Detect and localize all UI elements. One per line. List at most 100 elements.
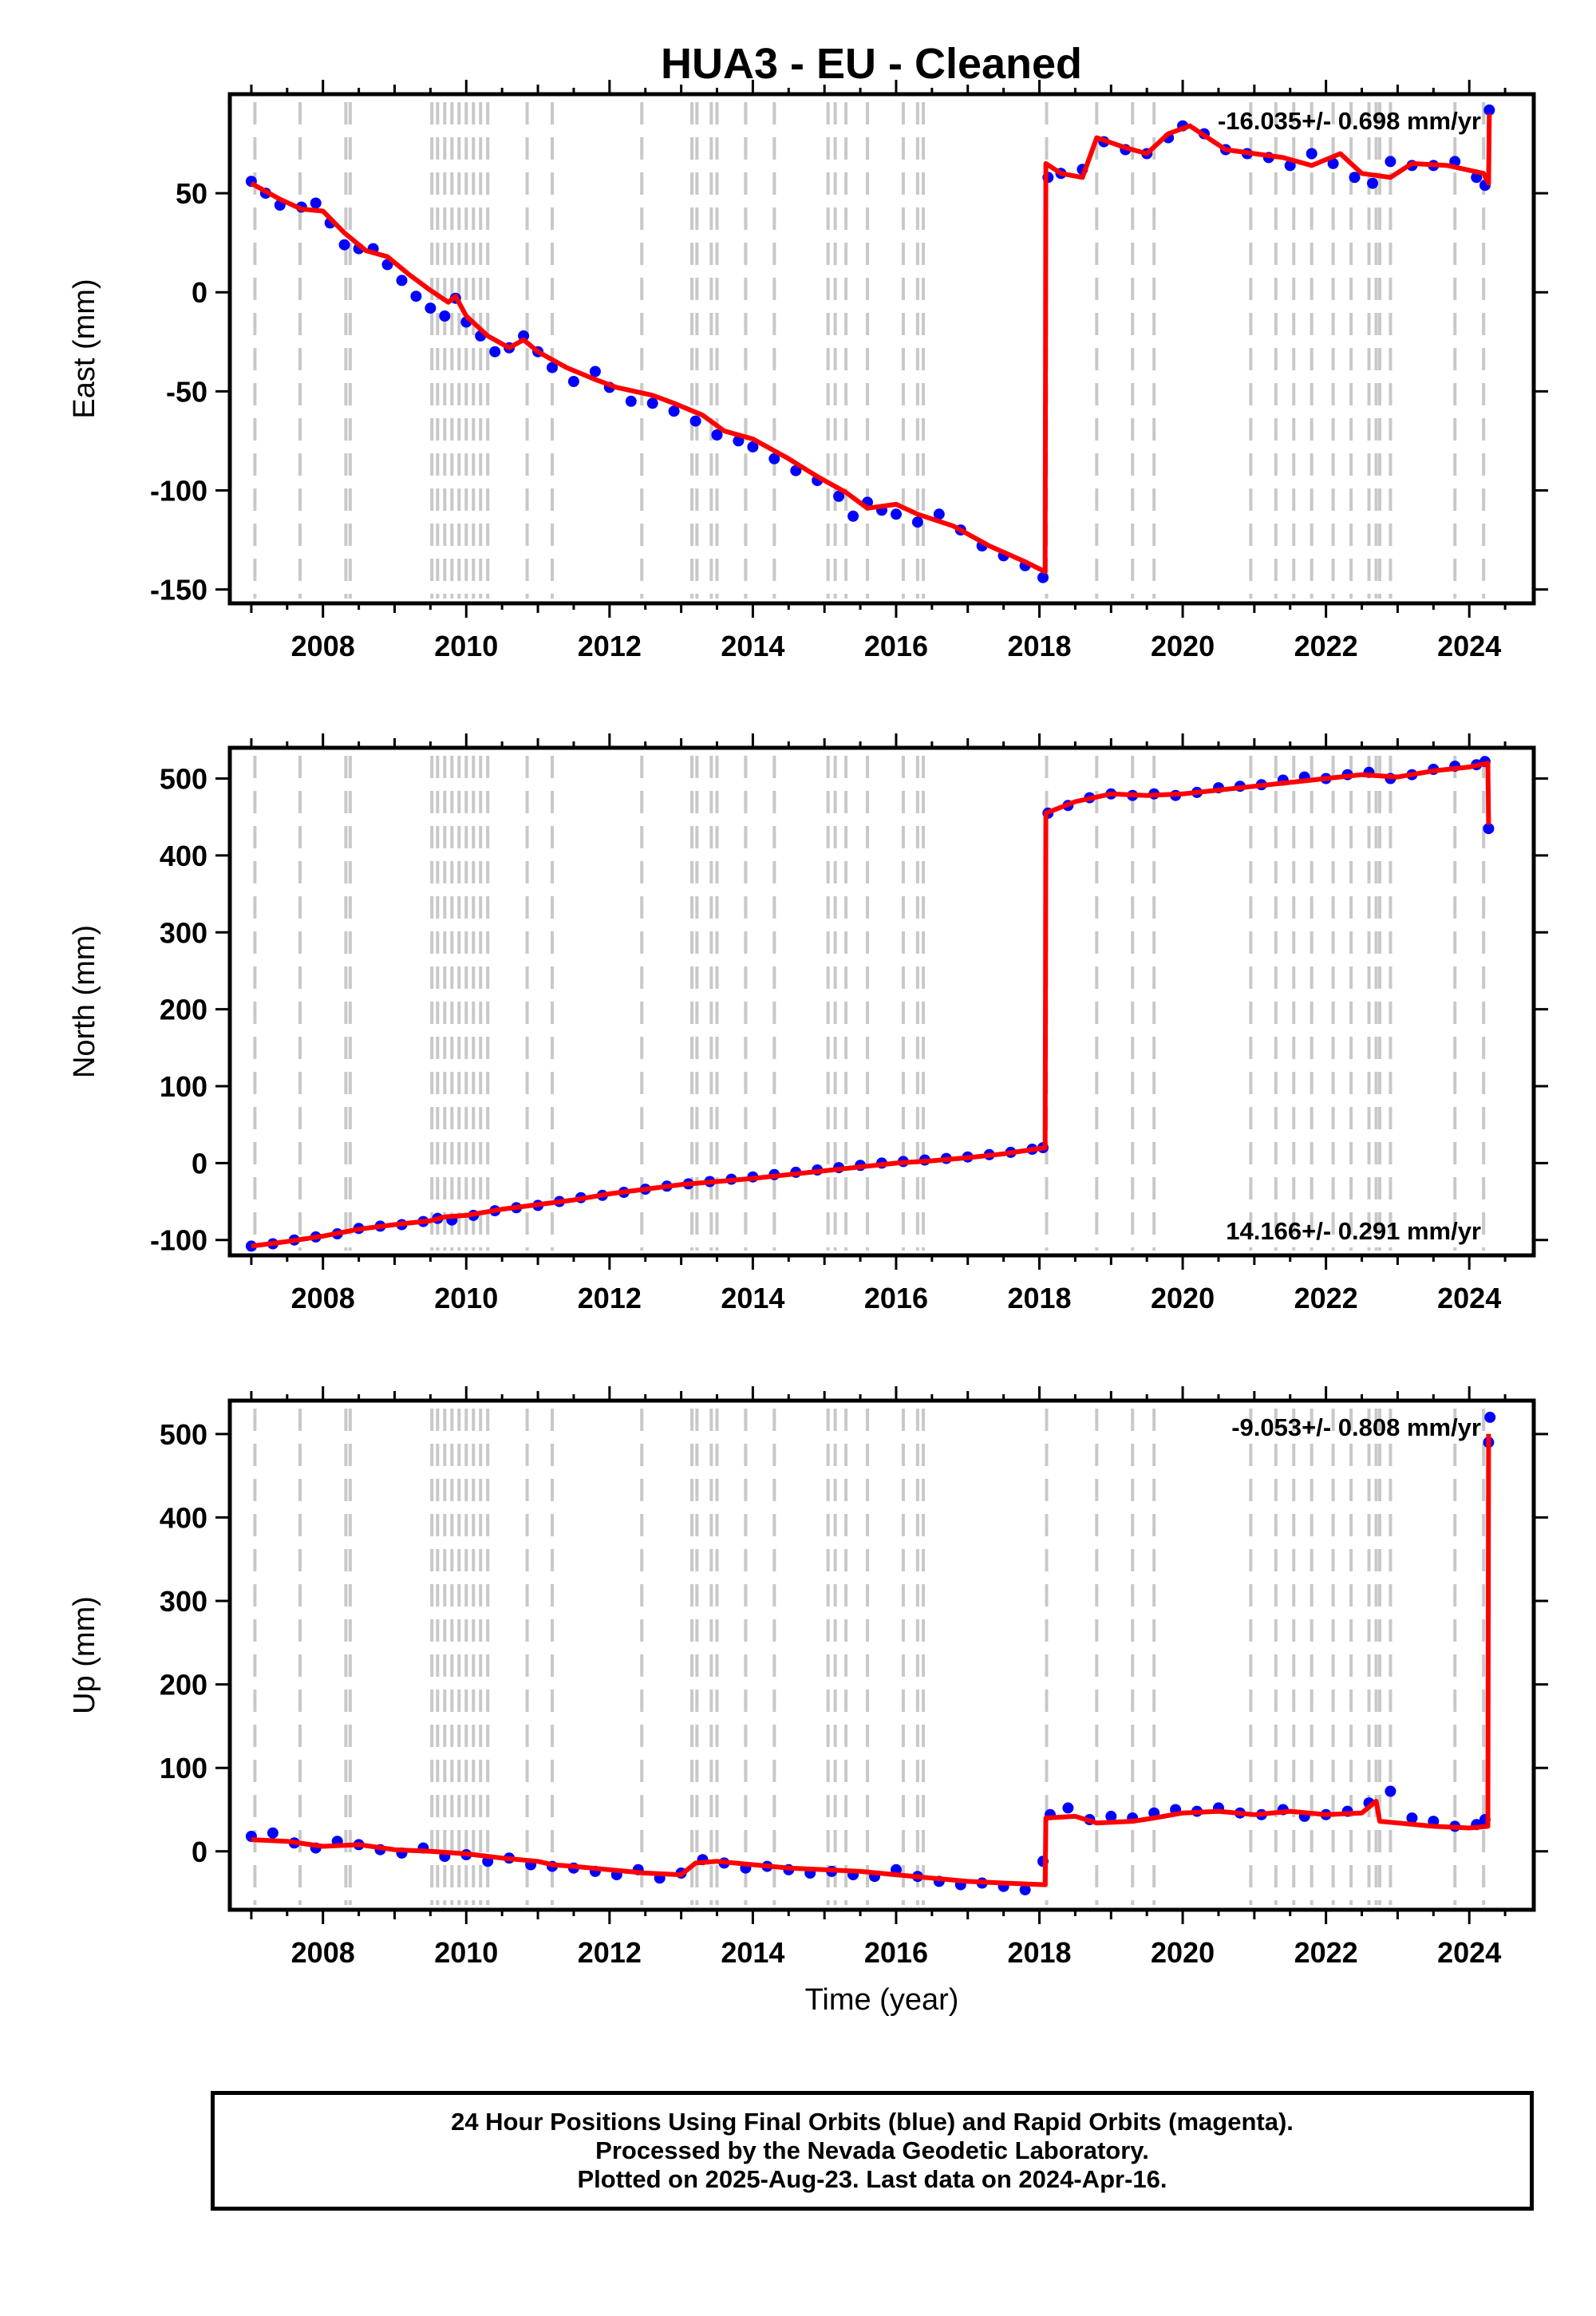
velocity-annotation-east: -16.035+/- 0.698 mm/yr — [1218, 107, 1481, 135]
panel-north: -100 0 100 200 300 400 500 2008 2010 2012 2014 2016… — [68, 733, 1548, 1314]
y-tick-label-north: 200 — [160, 994, 207, 1026]
x-tick-label-north: 2008 — [291, 1282, 355, 1314]
x-tick-label-north: 2016 — [864, 1282, 928, 1314]
model-line-up — [251, 1433, 1491, 1887]
data-point-up — [1019, 1883, 1031, 1895]
data-point-east — [790, 464, 802, 476]
x-tick-label-up: 2010 — [434, 1936, 498, 1969]
x-tick-label-up: 2022 — [1294, 1936, 1358, 1969]
x-tick-label-east: 2022 — [1294, 630, 1358, 662]
x-tick-label-up: 2012 — [578, 1936, 642, 1969]
data-point-east — [689, 415, 701, 427]
data-point-east — [668, 405, 680, 417]
x-tick-label-north: 2024 — [1437, 1282, 1501, 1314]
y-tick-label-up: 100 — [160, 1752, 207, 1784]
data-point-east — [847, 510, 859, 522]
x-tick-label-up: 2024 — [1437, 1936, 1501, 1969]
x-tick-label-north: 2018 — [1007, 1282, 1071, 1314]
data-point-east — [747, 441, 759, 453]
x-tick-label-north: 2010 — [434, 1282, 498, 1314]
x-tick-label-north: 2012 — [578, 1282, 642, 1314]
panel-up: 0 100 200 300 400 500 2008 2010 2012 2014 2016 2018… — [68, 1386, 1548, 2017]
y-tick-label-east: -150 — [150, 574, 207, 607]
data-point-up — [1484, 1411, 1496, 1423]
data-point-east — [589, 366, 601, 377]
x-tick-label-up: 2014 — [721, 1936, 784, 1969]
data-point-east — [833, 490, 845, 502]
y-axis-label-north: North (mm) — [68, 925, 101, 1078]
x-tick-label-east: 2012 — [578, 630, 642, 662]
model-line-north — [251, 761, 1491, 1249]
data-point-up — [1385, 1785, 1396, 1797]
x-tick-label-east: 2010 — [434, 630, 498, 662]
x-tick-label-east: 2014 — [721, 630, 784, 662]
y-axis-label-up: Up (mm) — [68, 1596, 101, 1714]
x-tick-label-up: 2020 — [1151, 1936, 1215, 1969]
y-tick-label-up: 500 — [160, 1418, 207, 1451]
data-point-east — [338, 239, 350, 251]
data-point-east — [768, 453, 780, 464]
model-line-east — [250, 113, 1492, 575]
data-point-east — [891, 508, 902, 520]
data-point-east — [547, 362, 558, 373]
y-tick-label-north: 300 — [160, 916, 207, 949]
y-tick-label-east: 50 — [176, 177, 207, 210]
x-tick-label-north: 2020 — [1151, 1282, 1215, 1314]
data-point-east — [1037, 571, 1049, 583]
y-tick-label-up: 400 — [160, 1501, 207, 1534]
data-point-north — [1483, 823, 1495, 835]
velocity-annotation-up: -9.053+/- 0.808 mm/yr — [1231, 1413, 1481, 1441]
y-tick-label-east: -100 — [150, 474, 207, 507]
footer-box: 24 Hour Positions Using Final Orbits (bl… — [211, 2091, 1534, 2211]
x-tick-label-east: 2024 — [1437, 630, 1501, 662]
x-tick-label-up: 2008 — [291, 1936, 355, 1969]
y-tick-label-up: 300 — [160, 1585, 207, 1618]
plot-frame-up — [227, 1398, 1536, 1912]
x-tick-label-east: 2020 — [1151, 630, 1215, 662]
data-point-east — [625, 395, 637, 407]
y-axis-label-east: East (mm) — [68, 279, 101, 418]
x-tick-label-east: 2016 — [864, 630, 928, 662]
panel-east: -150 -100 -50 0 50 2008 2010 2012 2014 2016 2018 20… — [68, 80, 1548, 662]
data-point-up — [267, 1827, 279, 1839]
x-tick-label-up: 2016 — [864, 1936, 928, 1969]
x-tick-label-east: 2008 — [291, 630, 355, 662]
data-point-east — [711, 429, 723, 441]
data-point-east — [567, 376, 579, 387]
velocity-annotation-north: 14.166+/- 0.291 mm/yr — [1226, 1217, 1481, 1245]
data-point-east — [1349, 172, 1361, 184]
data-point-up — [1406, 1812, 1418, 1824]
page-title: HUA3 - EU - Cleaned — [661, 40, 1082, 88]
data-point-east — [439, 310, 451, 322]
y-tick-label-north: 0 — [192, 1147, 207, 1180]
data-point-east — [911, 516, 923, 528]
plot-frame-north — [227, 745, 1536, 1258]
data-point-up — [1062, 1802, 1074, 1814]
y-tick-label-east: 0 — [192, 276, 207, 309]
x-axis-label-up: Time (year) — [805, 1983, 959, 2017]
data-point-east — [1385, 156, 1396, 168]
x-tick-label-up: 2018 — [1007, 1936, 1071, 1969]
y-tick-label-north: 100 — [160, 1070, 207, 1103]
y-tick-label-up: 200 — [160, 1669, 207, 1701]
x-tick-label-east: 2018 — [1007, 630, 1071, 662]
data-point-east — [1306, 148, 1317, 160]
x-tick-label-north: 2014 — [721, 1282, 784, 1314]
x-tick-label-north: 2022 — [1294, 1282, 1358, 1314]
data-point-east — [1483, 104, 1495, 116]
data-point-east — [310, 197, 322, 209]
footer-line-orbits: 24 Hour Positions Using Final Orbits (bl… — [451, 2108, 1294, 2136]
y-tick-label-north: -100 — [150, 1224, 207, 1257]
footer-line-processed: Processed by the Nevada Geodetic Laborat… — [595, 2136, 1149, 2164]
data-point-east — [396, 275, 408, 287]
plot-frame-east — [227, 92, 1536, 606]
y-tick-label-east: -50 — [166, 375, 207, 408]
data-point-east — [1327, 157, 1339, 169]
footer-line-plotted: Plotted on 2025-Aug-23. Last data on 202… — [577, 2165, 1167, 2193]
data-point-east — [425, 302, 437, 314]
data-point-east — [646, 397, 658, 409]
data-point-east — [1367, 177, 1378, 189]
data-point-east — [410, 290, 422, 302]
data-point-up — [1105, 1810, 1117, 1822]
